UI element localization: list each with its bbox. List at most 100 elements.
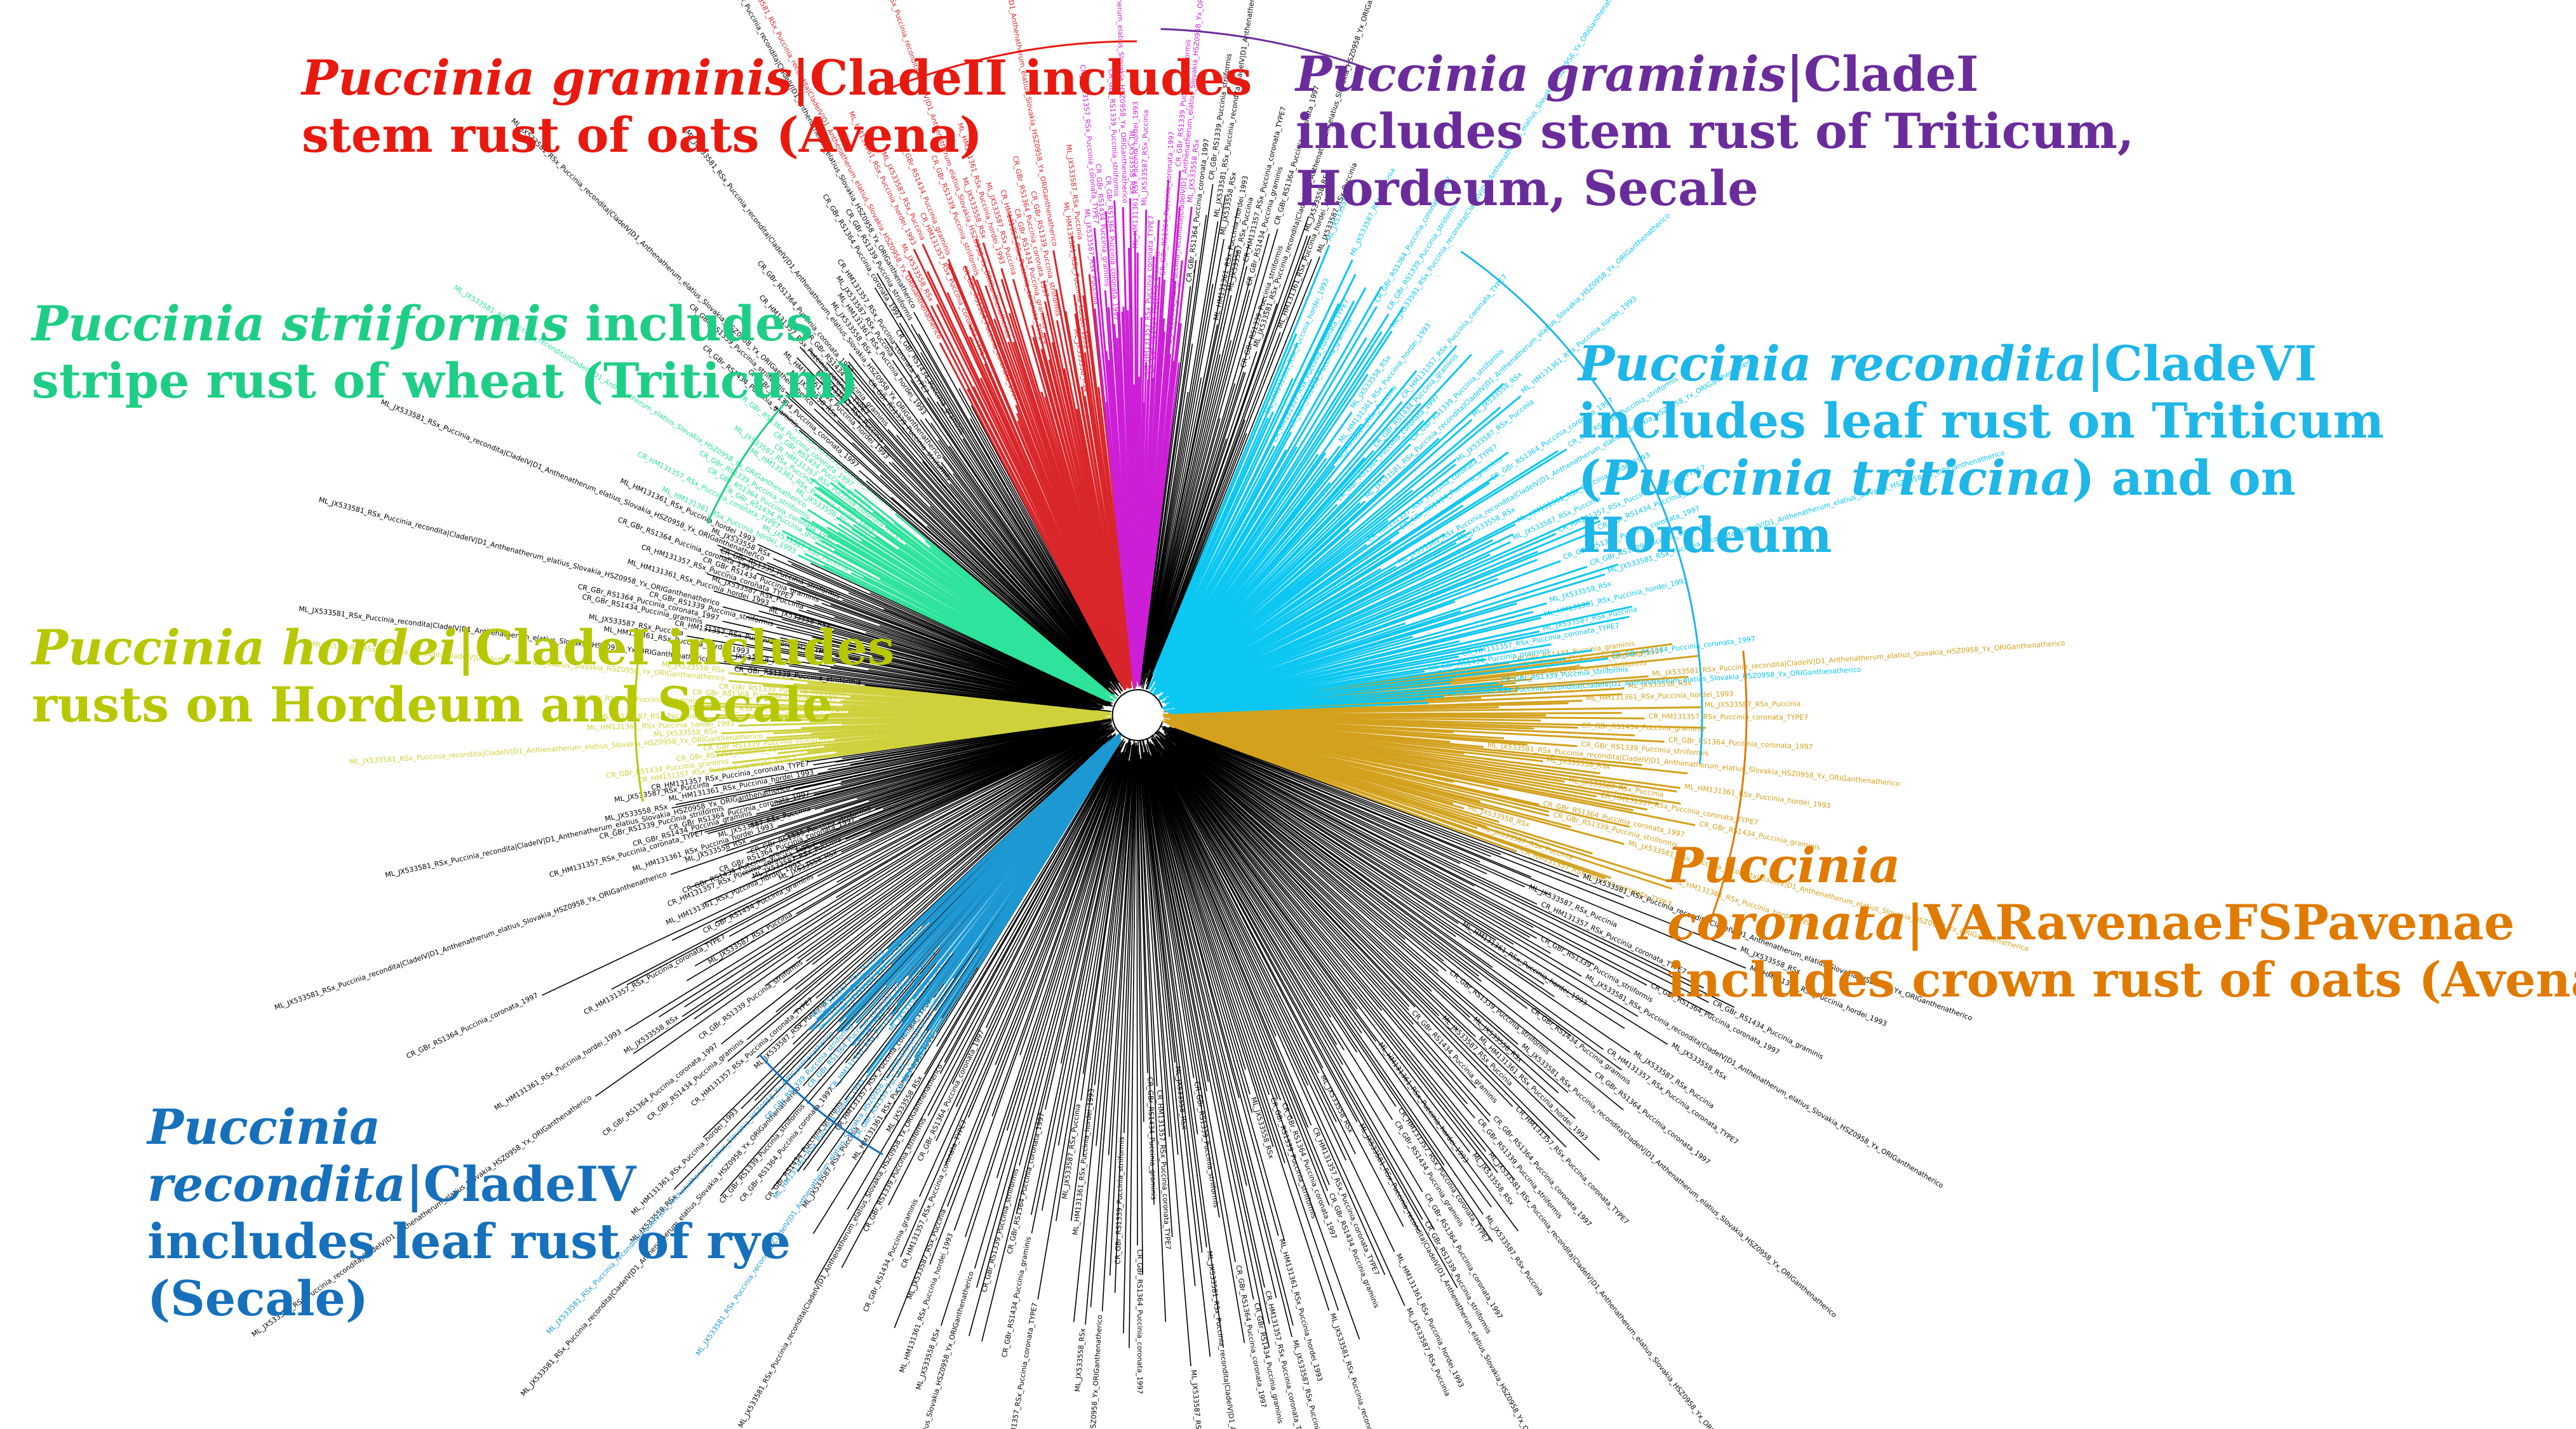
branch	[1171, 481, 1491, 693]
branch	[723, 661, 1098, 710]
branch	[887, 429, 1117, 691]
branch	[1151, 734, 1470, 1153]
branch	[1139, 740, 1211, 1357]
branch	[1166, 751, 1487, 1152]
tip-label: ML_JX533558_RSx	[1628, 678, 1693, 690]
branch	[1164, 749, 1498, 1174]
branch	[717, 544, 1096, 699]
branch	[1141, 286, 1191, 677]
bracket-hordei	[634, 644, 644, 802]
branch	[923, 746, 1118, 1075]
branch	[1155, 732, 1459, 1031]
branch	[746, 616, 1103, 707]
branch	[1181, 523, 1516, 693]
branch	[1031, 747, 1131, 1234]
branch	[744, 643, 1092, 708]
branch	[1169, 739, 1528, 1009]
branch	[764, 721, 1101, 793]
branch	[1101, 742, 1136, 1312]
branch	[1172, 729, 1526, 888]
branch	[1141, 739, 1270, 1324]
branch	[1159, 725, 1734, 1008]
branch	[1174, 727, 1606, 880]
branch	[1180, 732, 1491, 857]
branch	[715, 730, 1104, 923]
branch	[936, 753, 1115, 1047]
branch	[1172, 558, 1538, 702]
branch	[1161, 743, 1490, 1122]
branch	[1141, 749, 1224, 1348]
branch	[891, 497, 1111, 692]
branch	[974, 753, 1126, 1269]
branch	[896, 434, 1107, 680]
tip-label: ML_HM131361_RSx_Puccinia_hordei_1993	[587, 720, 734, 732]
branch	[1165, 735, 1622, 1071]
branch	[775, 406, 1111, 693]
branch	[694, 728, 1116, 1020]
branch	[1174, 448, 1567, 692]
branch	[927, 751, 1118, 1117]
branch	[798, 609, 1090, 701]
branch	[1144, 265, 1247, 682]
branch	[1146, 760, 1270, 1348]
branch	[1142, 245, 1249, 689]
branch	[1146, 251, 1238, 671]
tip-label: CR_GBr_RS1339_Puccinia_striiformis	[1113, 1136, 1125, 1265]
branch	[805, 737, 1106, 962]
branch	[703, 732, 1096, 904]
branch	[1145, 762, 1207, 1092]
branch	[1142, 761, 1207, 1248]
branch	[1166, 755, 1358, 1010]
branch	[819, 398, 1117, 695]
branch	[753, 654, 1092, 708]
branch	[720, 554, 1112, 706]
branch	[1137, 755, 1148, 1073]
branch	[1141, 761, 1179, 1155]
branch	[866, 632, 1092, 702]
branch	[1169, 382, 1505, 686]
branch	[1164, 732, 1555, 997]
branch	[868, 669, 1090, 708]
branch	[1148, 233, 1270, 673]
branch	[633, 728, 1116, 1054]
branch	[1162, 756, 1393, 1120]
branch	[1167, 730, 1714, 1016]
branch	[968, 743, 1130, 1336]
branch	[787, 725, 1105, 838]
branch	[1165, 563, 1619, 707]
branch	[1030, 758, 1129, 1215]
branch	[1173, 395, 1522, 685]
branch	[1164, 540, 1392, 697]
bracket-coronata	[1708, 650, 1748, 923]
branch	[1143, 741, 1292, 1338]
branch	[1144, 745, 1240, 1098]
branch	[1154, 431, 1292, 682]
branch	[806, 610, 1089, 700]
branch	[1155, 742, 1493, 1242]
branch	[1146, 295, 1232, 669]
branch	[748, 725, 1100, 826]
branch	[828, 642, 1095, 706]
bracket-striiformis	[706, 399, 789, 524]
branch	[1174, 732, 1704, 989]
branch	[1141, 758, 1176, 1063]
branch	[1150, 383, 1236, 670]
tip-label: ML_JX533581_RSx_Puccinia_recondita|Clade…	[1487, 1150, 1752, 1429]
branch	[1151, 331, 1383, 692]
branch	[780, 637, 1087, 704]
branch	[1183, 725, 1550, 813]
branch	[775, 724, 1094, 803]
label-graminis-clade-ii: Puccinia graminis|CladeII includes stem …	[302, 50, 1252, 163]
branch	[1082, 744, 1133, 1074]
branch	[757, 544, 1095, 696]
branch	[1167, 411, 1437, 684]
branch	[1016, 755, 1128, 1214]
branch	[1041, 744, 1132, 1211]
branch	[926, 378, 1113, 675]
branch	[706, 624, 1099, 708]
branch	[836, 732, 1104, 883]
branch	[728, 728, 1110, 937]
branch	[1150, 419, 1245, 676]
branch	[1147, 277, 1251, 673]
branch	[1108, 749, 1136, 1155]
